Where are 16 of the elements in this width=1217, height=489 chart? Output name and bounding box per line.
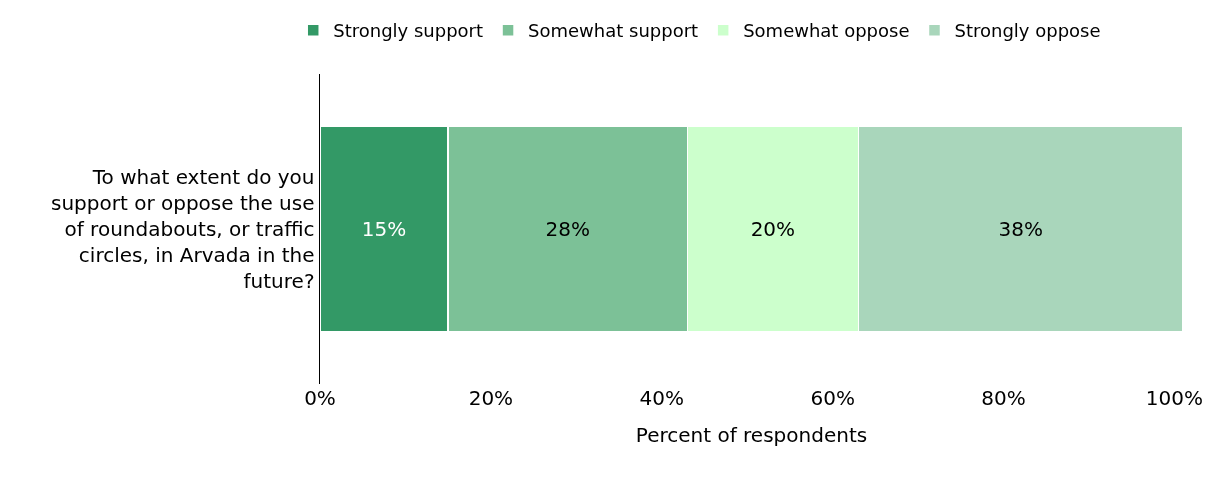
data-label: 15% xyxy=(361,217,407,241)
x-axis-title: Percent of respondents xyxy=(635,422,868,447)
x-tick-label: 100% xyxy=(1145,386,1204,410)
x-tick-label: 60% xyxy=(810,386,855,410)
y-tick-label: To what extent do you support or oppose the use of roundabouts, or traffic circles, in Arvada in the future? xyxy=(51,165,315,293)
x-tick-label: 20% xyxy=(468,386,514,410)
x-tick-label: 40% xyxy=(639,386,685,410)
data-label: 38% xyxy=(998,217,1043,241)
data-label: 20% xyxy=(750,217,796,241)
legend-label: Somewhat support xyxy=(528,20,699,42)
legend-label: Strongly support xyxy=(333,20,484,42)
x-tick-label: 0% xyxy=(304,386,336,410)
x-tick-label: 80% xyxy=(981,386,1026,410)
legend-label: Strongly oppose xyxy=(954,20,1101,42)
data-label: 28% xyxy=(545,217,591,241)
legend-label: Somewhat oppose xyxy=(743,20,910,42)
